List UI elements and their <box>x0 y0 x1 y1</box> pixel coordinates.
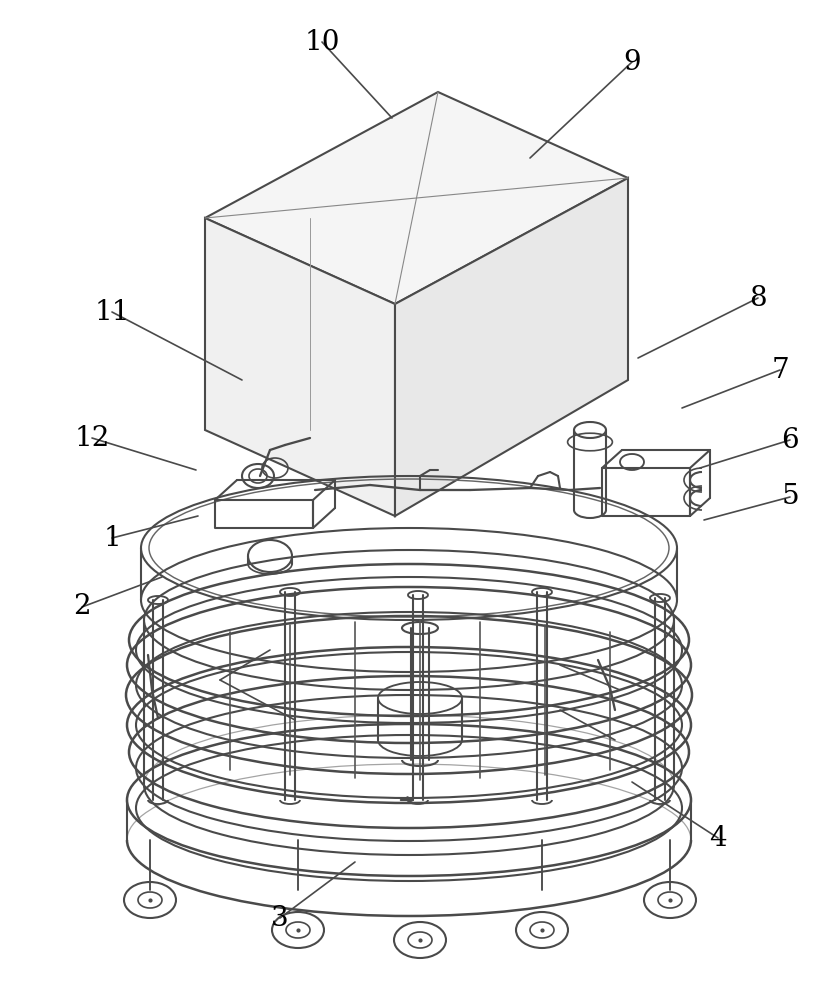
Text: 11: 11 <box>94 298 130 326</box>
Text: 10: 10 <box>304 28 339 55</box>
Text: 2: 2 <box>73 593 91 620</box>
Text: 12: 12 <box>74 424 110 452</box>
Text: 1: 1 <box>103 524 121 552</box>
Text: 8: 8 <box>749 284 766 312</box>
Text: 9: 9 <box>623 48 640 76</box>
Text: 3: 3 <box>272 904 289 932</box>
Text: 4: 4 <box>709 824 727 852</box>
Text: 7: 7 <box>771 357 789 383</box>
Polygon shape <box>205 218 395 516</box>
Polygon shape <box>395 178 628 516</box>
Polygon shape <box>205 92 628 304</box>
Text: 6: 6 <box>781 426 799 454</box>
Text: 5: 5 <box>781 484 799 510</box>
